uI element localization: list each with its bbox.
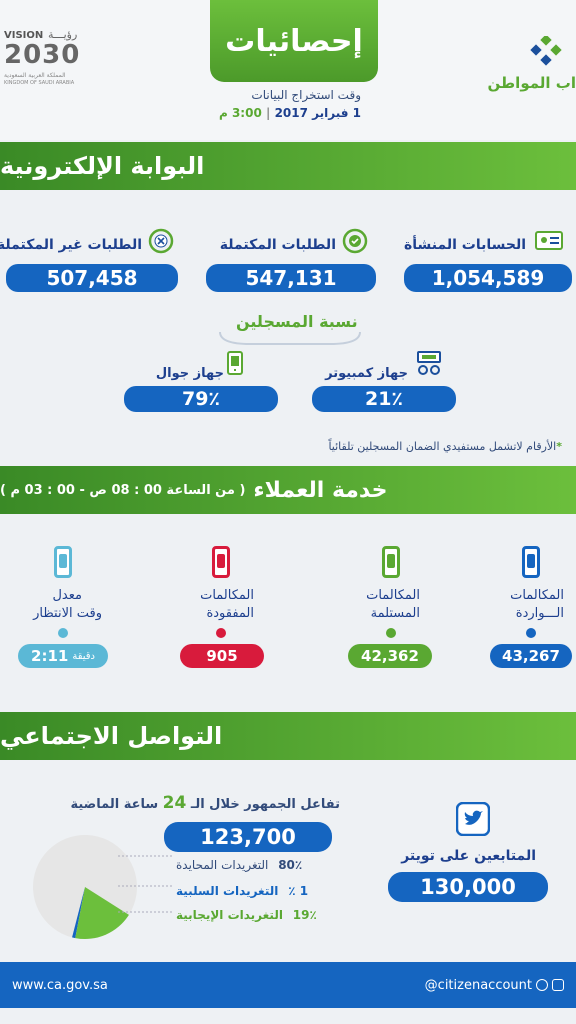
customer-hours: ( من الساعة 00 : 08 ص - 00 : 03 م ) [0, 482, 246, 498]
call-value: 2:11 [31, 647, 69, 665]
device-value: 21٪ [312, 386, 456, 412]
sentiment-pie-chart [33, 835, 137, 939]
pie-slice-neutral [33, 835, 137, 938]
breakdown-pct: 80٪ [278, 858, 303, 872]
pie-slice-positive [75, 887, 129, 939]
vision-arabic: رؤيـــة [48, 28, 78, 41]
wait-unit: دقيقة [72, 650, 95, 662]
status-dot [216, 628, 226, 638]
customer-section-header: خدمة العملاء ( من الساعة 00 : 08 ص - 00 … [0, 466, 576, 514]
call-value: 42,362 [348, 644, 432, 668]
call-label-2: المفقودة [206, 606, 254, 621]
engagement-title: تفاعل الجمهور خلال الـ 24 ساعة الماضية [70, 793, 340, 813]
call-label-1: المكالمات [200, 588, 254, 603]
extract-label: وقت استخراج البيانات [251, 88, 361, 102]
breakdown-row: 19٪ التغريدات الإيجابية [176, 908, 317, 922]
breakdown-label: التغريدات الإيجابية [176, 908, 283, 922]
id-card-icon [534, 228, 566, 256]
call-label-1: المكالمات [366, 588, 420, 603]
breakdown-label: التغريدات السلبية [176, 884, 279, 898]
instagram-mini-icon [552, 979, 564, 991]
breakdown-row: 1 ٪ التغريدات السلبية [176, 884, 308, 898]
diamond-logo-icon [530, 36, 562, 66]
pie-slice-negative [72, 887, 85, 939]
registered-label: نسبة المسجلين [236, 312, 358, 331]
vision-sub: المملكة العربية السعودية [4, 72, 66, 79]
computer-icon [414, 350, 444, 380]
status-dot [526, 628, 536, 638]
wait-time-value-box: دقيقة 2:11 [18, 644, 108, 668]
social-handle[interactable]: @citizenaccount [425, 978, 564, 993]
portal-note-text: الأرقام لاتشمل مستفيدي الضمان المسجلين ت… [328, 440, 557, 453]
engagement-hours: 24 [162, 793, 187, 813]
extract-date: 1 فبراير 2017 [274, 106, 361, 120]
device-value: 79٪ [124, 386, 278, 412]
portal-section-header: البوابة الإلكترونية [0, 142, 576, 190]
engagement-value: 123,700 [164, 822, 332, 852]
call-value: 43,267 [490, 644, 572, 668]
citizen-account-logo: اب المواطن [488, 36, 576, 96]
device-label: جهاز كمبيوتر [325, 366, 408, 381]
status-dot [58, 628, 68, 638]
vision-year: 2030 [4, 40, 81, 70]
received-call-phone-icon [382, 546, 400, 578]
stat-value: 547,131 [206, 264, 376, 292]
incoming-call-phone-icon [522, 546, 540, 578]
followers-label: المتابعين على تويتر [401, 848, 536, 864]
website-link[interactable]: www.ca.gov.sa [12, 977, 108, 993]
breakdown-row: 80٪ التغريدات المحايدة [176, 858, 302, 872]
engagement-post: ساعة الماضية [70, 797, 159, 812]
social-title: التواصل الاجتماعي [0, 722, 223, 750]
portal-title: البوابة الإلكترونية [0, 152, 205, 180]
missed-call-phone-icon [212, 546, 230, 578]
breakdown-label: التغريدات المحايدة [176, 858, 269, 872]
breakdown-pct: 19٪ [292, 908, 317, 922]
x-circle-icon [148, 228, 174, 258]
portal-note: *الأرقام لاتشمل مستفيدي الضمان المسجلين … [328, 440, 562, 453]
mobile-icon [222, 350, 248, 380]
leader-lines [118, 855, 174, 913]
vision-sub-en: KINGDOM OF SAUDI ARABIA [4, 80, 75, 86]
device-label: جهاز جوال [155, 366, 224, 381]
footer: www.ca.gov.sa @citizenaccount [0, 962, 576, 1008]
wait-time-phone-icon [54, 546, 72, 578]
stat-value: 1,054,589 [404, 264, 572, 292]
vision-text: VISION [4, 30, 44, 41]
handle-text: @citizenaccount [424, 977, 532, 993]
page-title: إحصائيات [225, 23, 363, 59]
brace-decoration [219, 331, 361, 345]
status-dot [386, 628, 396, 638]
extract-time: 3:00 م [218, 106, 262, 120]
twitter-icon [455, 801, 491, 840]
call-label-1: معدل [52, 588, 82, 603]
followers-value: 130,000 [388, 872, 548, 902]
stat-label: الحسابات المنشأة [403, 237, 526, 253]
call-label-2: المستلمة [370, 606, 420, 621]
stat-label: الطلبات المكتملة [219, 237, 336, 253]
engagement-pre: تفاعل الجمهور خلال الـ [190, 797, 340, 812]
call-value: 905 [180, 644, 264, 668]
vision-2030-logo: VISION رؤيـــة 2030 المملكة العربية السع… [4, 28, 84, 90]
call-label-2: الـــواردة [515, 606, 564, 621]
twitter-mini-icon [536, 979, 548, 991]
breakdown-pct: 1 ٪ [288, 884, 309, 898]
stat-value: 507,458 [6, 264, 178, 292]
call-label-1: المكالمات [510, 588, 564, 603]
social-section-header: التواصل الاجتماعي [0, 712, 576, 760]
customer-title: خدمة العملاء [253, 477, 388, 503]
extract-datetime: 1 فبراير 2017 | 3:00 م [218, 106, 361, 120]
stat-label: الطلبات غير المكتملة [0, 237, 142, 253]
logo-text: اب المواطن [487, 74, 576, 92]
call-label-2: وقت الانتظار [33, 606, 102, 621]
check-circle-icon [342, 228, 368, 258]
title-box: إحصائيات [210, 0, 378, 82]
